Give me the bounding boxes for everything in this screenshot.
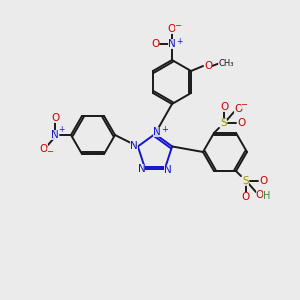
Text: −: − [175, 22, 182, 31]
Text: −: − [46, 148, 53, 157]
Text: O: O [204, 61, 212, 71]
Text: O: O [220, 102, 228, 112]
Text: O: O [259, 176, 267, 186]
Text: N: N [51, 130, 59, 140]
Text: CH₃: CH₃ [218, 58, 234, 68]
Text: S: S [243, 176, 249, 186]
Text: O: O [256, 190, 264, 200]
Text: O: O [237, 118, 245, 128]
Text: O: O [242, 192, 250, 202]
Text: N: N [168, 39, 176, 49]
Text: N: N [164, 165, 172, 175]
Text: O: O [234, 104, 242, 114]
Text: N: N [130, 141, 138, 152]
Text: O: O [40, 144, 48, 154]
Text: O: O [51, 113, 59, 123]
Text: +: + [162, 124, 168, 134]
Text: O: O [168, 24, 176, 34]
Text: O: O [151, 39, 159, 49]
Text: H: H [263, 191, 271, 201]
Text: +: + [58, 124, 64, 134]
Text: N: N [137, 164, 145, 174]
Text: S: S [221, 118, 227, 128]
Text: +: + [176, 37, 182, 46]
Text: −: − [241, 100, 248, 109]
Text: N: N [153, 127, 161, 137]
